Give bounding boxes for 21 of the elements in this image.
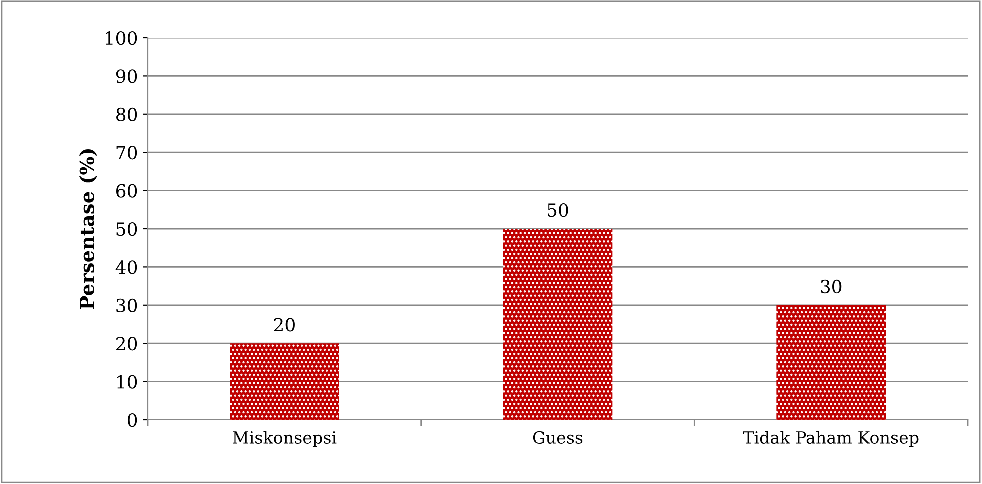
y-axis-title: Persentase (%)	[79, 149, 98, 310]
y-tick-label: 10	[118, 375, 138, 389]
data-label: 30	[821, 280, 842, 294]
y-tick-label: 90	[116, 70, 138, 84]
bar	[503, 229, 613, 420]
bar	[776, 305, 886, 420]
y-tick-label: 100	[106, 31, 138, 46]
y-tick-label: 40	[116, 260, 138, 274]
data-label: 50	[548, 204, 568, 218]
y-tick-label: 80	[116, 108, 138, 122]
bar	[230, 344, 340, 420]
x-tick-label: Tidak Paham Konsep	[743, 431, 919, 448]
y-tick-label: 70	[116, 146, 138, 160]
y-tick-label: 60	[116, 184, 138, 198]
y-tick-label: 30	[116, 298, 138, 313]
y-tick-label: 20	[116, 337, 138, 351]
data-label: 20	[274, 318, 295, 332]
x-tick-label: Guess	[533, 431, 583, 444]
y-tick-label: 0	[128, 413, 138, 428]
y-tick-label: 50	[116, 222, 138, 236]
x-tick-label: Miskonsepsi	[233, 431, 337, 448]
